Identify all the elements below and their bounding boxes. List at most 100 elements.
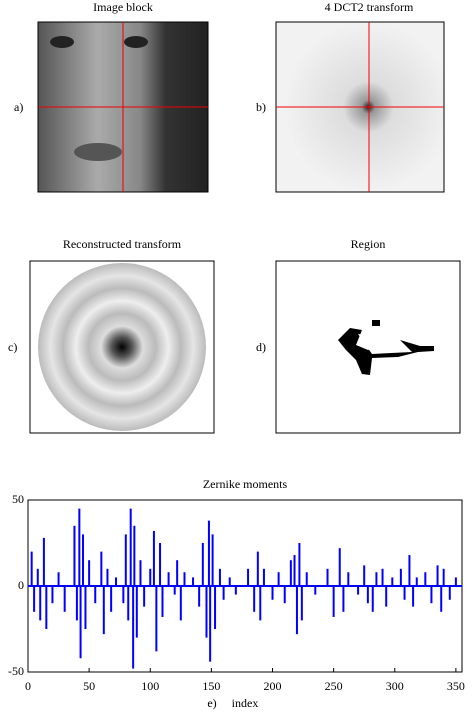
bar — [84, 586, 87, 629]
bar — [143, 586, 146, 607]
bar — [305, 572, 308, 586]
bar — [430, 586, 433, 604]
x-tick-label: 0 — [25, 679, 31, 693]
panel-title: Region — [351, 237, 386, 251]
panel-label: d) — [256, 340, 266, 354]
bar — [183, 572, 186, 586]
bar — [363, 565, 366, 586]
image-block — [37, 21, 209, 193]
panel-title: Image block — [93, 0, 153, 14]
bar — [277, 572, 280, 586]
bar — [391, 577, 394, 586]
bar — [110, 586, 113, 612]
bar — [262, 568, 265, 586]
bar — [283, 586, 286, 604]
bar — [159, 543, 162, 586]
bar — [207, 520, 210, 586]
chart-title: Zernike moments — [203, 477, 288, 491]
bar — [115, 577, 118, 586]
bar — [102, 586, 105, 635]
bar — [209, 586, 212, 662]
bar — [82, 534, 85, 586]
bar — [408, 555, 411, 586]
bar — [342, 586, 345, 612]
bar — [88, 560, 91, 586]
bar — [57, 572, 60, 586]
bar — [375, 572, 378, 586]
panel-label: a) — [14, 100, 23, 114]
bar — [256, 551, 259, 586]
bar — [176, 560, 179, 586]
bar — [100, 551, 103, 586]
bar — [78, 508, 81, 586]
bar — [454, 577, 457, 586]
bar — [133, 525, 136, 586]
bar — [222, 586, 225, 600]
bar — [357, 586, 360, 595]
bar — [211, 534, 214, 586]
bar — [271, 586, 274, 600]
bar — [51, 586, 54, 604]
bar — [167, 572, 170, 586]
bar — [436, 565, 439, 586]
bar — [399, 568, 402, 586]
bar — [152, 530, 155, 586]
bar — [424, 572, 427, 586]
bar — [149, 568, 152, 586]
bar — [412, 586, 415, 607]
bar — [415, 577, 418, 586]
bar — [381, 568, 384, 586]
bar — [36, 568, 39, 586]
x-tick-label: 350 — [447, 679, 465, 693]
bar — [75, 586, 78, 621]
bar — [403, 586, 406, 600]
panel-title: 4 DCT2 transform — [325, 0, 414, 14]
bar — [173, 586, 176, 595]
bar — [122, 586, 125, 604]
bar — [228, 577, 231, 586]
panel-title: Reconstructed transform — [63, 237, 182, 251]
bar — [247, 568, 250, 586]
x-tick-label: 250 — [325, 679, 343, 693]
bar — [385, 586, 388, 607]
bar — [45, 586, 48, 629]
bar — [253, 586, 256, 612]
bar — [33, 586, 36, 612]
panel-label: c) — [8, 340, 17, 354]
bar — [39, 586, 42, 621]
bar — [42, 537, 45, 586]
bar — [79, 586, 82, 659]
reconstructed-image — [29, 260, 215, 434]
bar — [440, 586, 443, 612]
bar — [293, 555, 296, 586]
bar — [139, 560, 142, 586]
bar — [161, 586, 164, 617]
bar — [63, 586, 66, 612]
bar — [366, 586, 369, 604]
y-tick-label: -50 — [8, 664, 24, 678]
bar — [338, 548, 341, 586]
bar — [127, 586, 130, 621]
region-image — [275, 260, 461, 434]
bar — [300, 586, 303, 621]
bar — [205, 586, 208, 638]
bar — [198, 586, 201, 607]
x-tick-label: 100 — [141, 679, 159, 693]
bar — [326, 568, 329, 586]
bar — [289, 560, 292, 586]
x-tick-label: 150 — [202, 679, 220, 693]
x-tick-label: 300 — [386, 679, 404, 693]
bar — [129, 508, 132, 586]
bar — [155, 586, 158, 652]
bar — [218, 568, 221, 586]
y-tick-label: 50 — [12, 492, 24, 506]
bar — [314, 586, 317, 595]
bar — [332, 586, 335, 617]
bar — [371, 586, 374, 612]
bar — [298, 543, 301, 586]
dct-image — [275, 21, 445, 193]
bar — [106, 568, 109, 586]
bar — [295, 586, 298, 635]
panel-label: e) — [207, 696, 216, 710]
